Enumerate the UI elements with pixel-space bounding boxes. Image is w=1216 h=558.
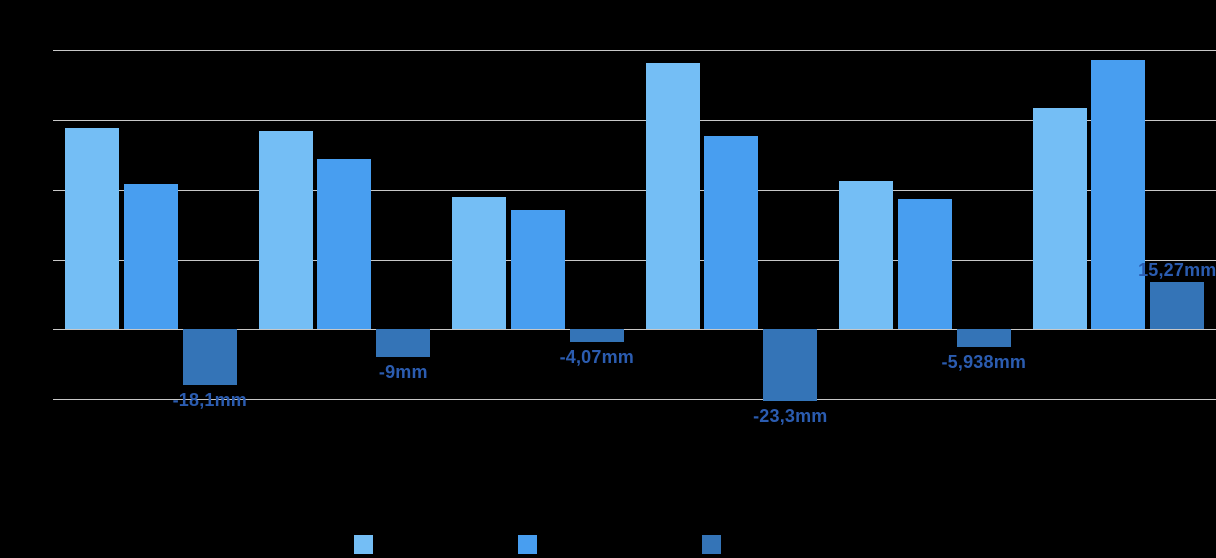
bar-series3-group3 [569,329,624,342]
bar-series2-group3 [510,209,565,329]
bar-series1-group3 [452,197,506,329]
bar-series1-group2 [258,130,313,329]
bar-series3-group4 [763,329,818,402]
bar-value-label: -4,07mm [559,346,635,367]
gridline [53,399,1216,400]
bar-value-label: -9mm [378,361,428,382]
bar-series1-group1 [65,127,119,329]
gridline [53,119,1216,121]
bar-value-label: 15,27mm [1138,259,1216,280]
bar-series1-group6 [1032,108,1087,329]
bar-series1-group5 [839,180,893,329]
gridline [53,189,1216,191]
bar-value-label: -18,1mm [172,390,248,411]
bar-series2-group6 [1091,60,1146,329]
gridline [53,259,1216,261]
bar-series2-group4 [704,135,759,329]
bar-series3-group5 [956,329,1011,348]
bar-series3-group1 [182,329,237,386]
bar-series3-group2 [376,329,431,357]
bar-series1-group4 [645,63,700,329]
bar-value-label: -23,3mm [753,406,828,427]
gridline-zero-baseline [53,329,1216,330]
bar-value-label: -5,938mm [941,352,1027,373]
legend-swatch-series-3 [702,535,721,554]
gridline [53,50,1216,51]
bar-series3-group6 [1150,281,1205,329]
bar-series2-group5 [897,199,952,329]
legend-swatch-series-2 [518,535,537,554]
legend-swatch-series-1 [354,535,373,554]
bar-series2-group2 [317,159,372,329]
bar-series2-group1 [123,183,178,329]
